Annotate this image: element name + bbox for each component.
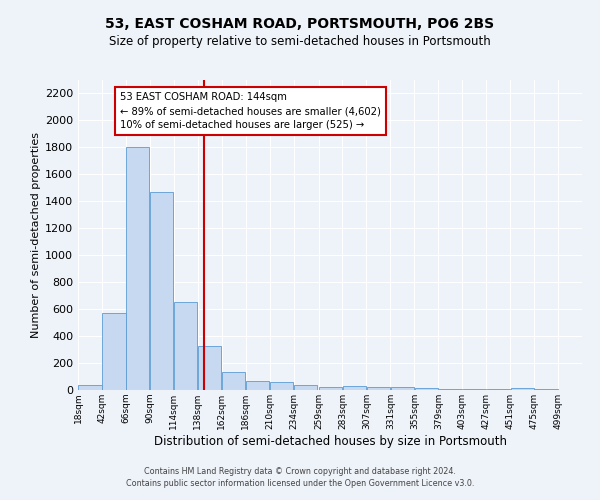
Bar [246, 381, 269, 390]
Bar [511, 388, 533, 390]
Bar [415, 388, 438, 390]
Text: 53, EAST COSHAM ROAD, PORTSMOUTH, PO6 2BS: 53, EAST COSHAM ROAD, PORTSMOUTH, PO6 2B… [106, 18, 494, 32]
Text: Size of property relative to semi-detached houses in Portsmouth: Size of property relative to semi-detach… [109, 35, 491, 48]
Bar [294, 386, 317, 390]
Text: 53 EAST COSHAM ROAD: 144sqm
← 89% of semi-detached houses are smaller (4,602)
10: 53 EAST COSHAM ROAD: 144sqm ← 89% of sem… [120, 92, 381, 130]
Y-axis label: Number of semi-detached properties: Number of semi-detached properties [31, 132, 41, 338]
Text: Contains public sector information licensed under the Open Government Licence v3: Contains public sector information licen… [126, 478, 474, 488]
Bar [127, 148, 149, 390]
Bar [367, 386, 390, 390]
Bar [150, 192, 173, 390]
Bar [174, 302, 197, 390]
Bar [319, 386, 342, 390]
Bar [391, 388, 414, 390]
Bar [198, 346, 221, 390]
Bar [222, 372, 245, 390]
Bar [343, 386, 366, 390]
Text: Contains HM Land Registry data © Crown copyright and database right 2024.: Contains HM Land Registry data © Crown c… [144, 467, 456, 476]
Bar [103, 313, 125, 390]
X-axis label: Distribution of semi-detached houses by size in Portsmouth: Distribution of semi-detached houses by … [154, 434, 506, 448]
Bar [270, 382, 293, 390]
Bar [79, 386, 101, 390]
Bar [439, 388, 462, 390]
